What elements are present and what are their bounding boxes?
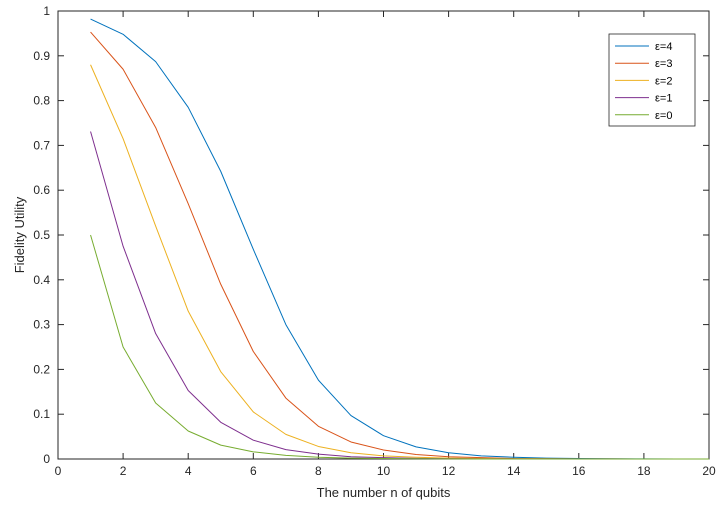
x-tick-label: 20 [702, 464, 716, 478]
x-tick-label: 8 [315, 464, 322, 478]
x-tick-label: 6 [250, 464, 257, 478]
legend: ε=4 ε=3 ε=2 ε=1 ε=0 [608, 33, 696, 127]
y-tick-label: 0.6 [33, 183, 50, 197]
y-axis-label: Fidelity Utility [12, 196, 27, 273]
y-tick-label: 0.7 [33, 138, 50, 152]
x-tick-label: 4 [185, 464, 192, 478]
legend-label: ε=4 [655, 41, 672, 53]
legend-label: ε=1 [655, 93, 672, 105]
y-tick-label: 0.9 [33, 49, 50, 63]
x-tick-label: 12 [442, 464, 456, 478]
x-tick-label: 16 [572, 464, 586, 478]
x-tick-label: 0 [55, 464, 62, 478]
y-tick-label: 0.5 [33, 228, 50, 242]
x-axis-ticks: 0 2 4 6 8 10 12 14 16 18 20 [55, 11, 716, 478]
x-tick-label: 10 [377, 464, 391, 478]
y-axis-ticks: 0 0.1 0.2 0.3 0.4 0.5 0.6 0.7 0.8 0.9 1 [33, 4, 709, 466]
legend-label: ε=0 [655, 110, 672, 122]
x-axis-label: The number n of qubits [317, 485, 451, 500]
plot-area [57, 10, 710, 460]
y-tick-label: 0 [43, 452, 50, 466]
x-tick-label: 18 [637, 464, 651, 478]
x-tick-label: 2 [120, 464, 127, 478]
series-lines [90, 18, 710, 460]
y-tick-label: 1 [43, 4, 50, 18]
y-tick-label: 0.3 [33, 318, 50, 332]
series-line-ε=0 [90, 234, 709, 460]
legend-label: ε=3 [655, 58, 672, 70]
y-tick-label: 0.2 [33, 362, 50, 376]
y-tick-label: 0.4 [33, 273, 50, 287]
x-tick-label: 14 [507, 464, 521, 478]
legend-label: ε=2 [655, 75, 672, 87]
y-tick-label: 0.8 [33, 94, 50, 108]
y-tick-label: 0.1 [33, 407, 50, 421]
